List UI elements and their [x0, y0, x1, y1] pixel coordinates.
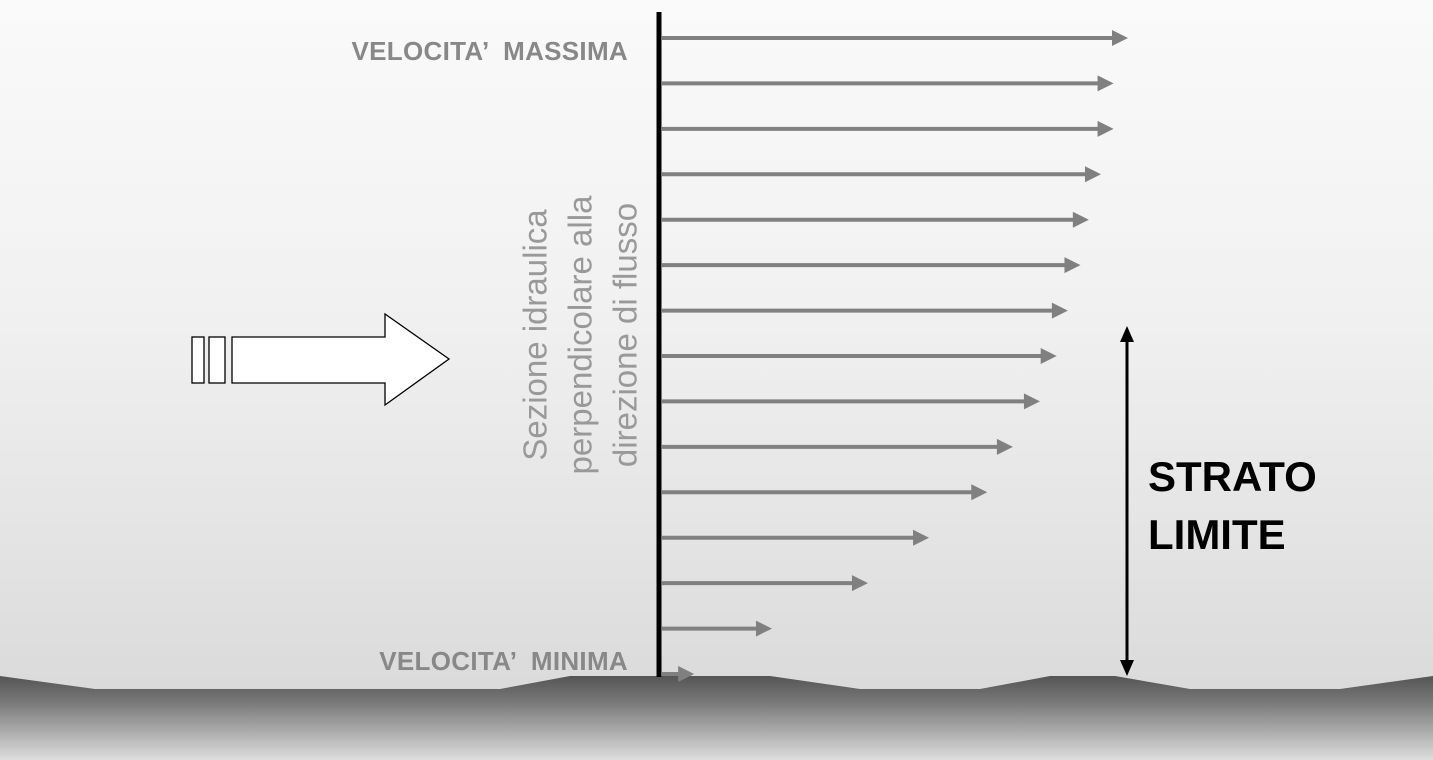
velocity-arrow: [662, 438, 1013, 455]
section-label-line-2: perpendicolare alla: [561, 195, 599, 475]
velocity-arrow: [662, 75, 1114, 92]
section-label-line-1: Sezione idraulica: [516, 209, 554, 461]
velocity-arrow: [662, 166, 1101, 183]
velocity-arrow: [662, 120, 1114, 137]
section-label-line-3: direzione di flusso: [606, 202, 644, 468]
boundary-layer-label-line-1: STRATO: [1148, 453, 1317, 500]
flow-direction-arrow-icon: [191, 312, 451, 407]
velocity-arrow: [662, 211, 1089, 228]
boundary-layer-double-arrow-icon: [1120, 326, 1134, 676]
velocity-arrow: [662, 302, 1068, 319]
boundary-layer-label-line-2: LIMITE: [1148, 511, 1286, 558]
velocity-arrow: [662, 257, 1081, 274]
channel-bed: [0, 676, 1433, 760]
boundary-layer-label: STRATO LIMITE: [1148, 448, 1317, 564]
velocity-arrow: [662, 620, 772, 637]
velocity-arrow: [662, 348, 1057, 364]
section-label-wrapper: Sezione idraulica perpendicolare alla di…: [480, 155, 680, 515]
velocity-arrow: [662, 666, 695, 682]
section-label: Sezione idraulica perpendicolare alla di…: [513, 165, 648, 505]
max-velocity-label: VELOCITA’ MASSIMA: [351, 36, 628, 66]
min-velocity-label: VELOCITA’ MINIMA: [379, 646, 628, 676]
velocity-arrow: [662, 575, 868, 592]
velocity-arrows: [662, 30, 1128, 682]
velocity-arrow: [662, 484, 988, 501]
velocity-arrow: [662, 529, 930, 546]
velocity-arrow: [662, 393, 1040, 410]
velocity-arrow: [662, 30, 1128, 46]
